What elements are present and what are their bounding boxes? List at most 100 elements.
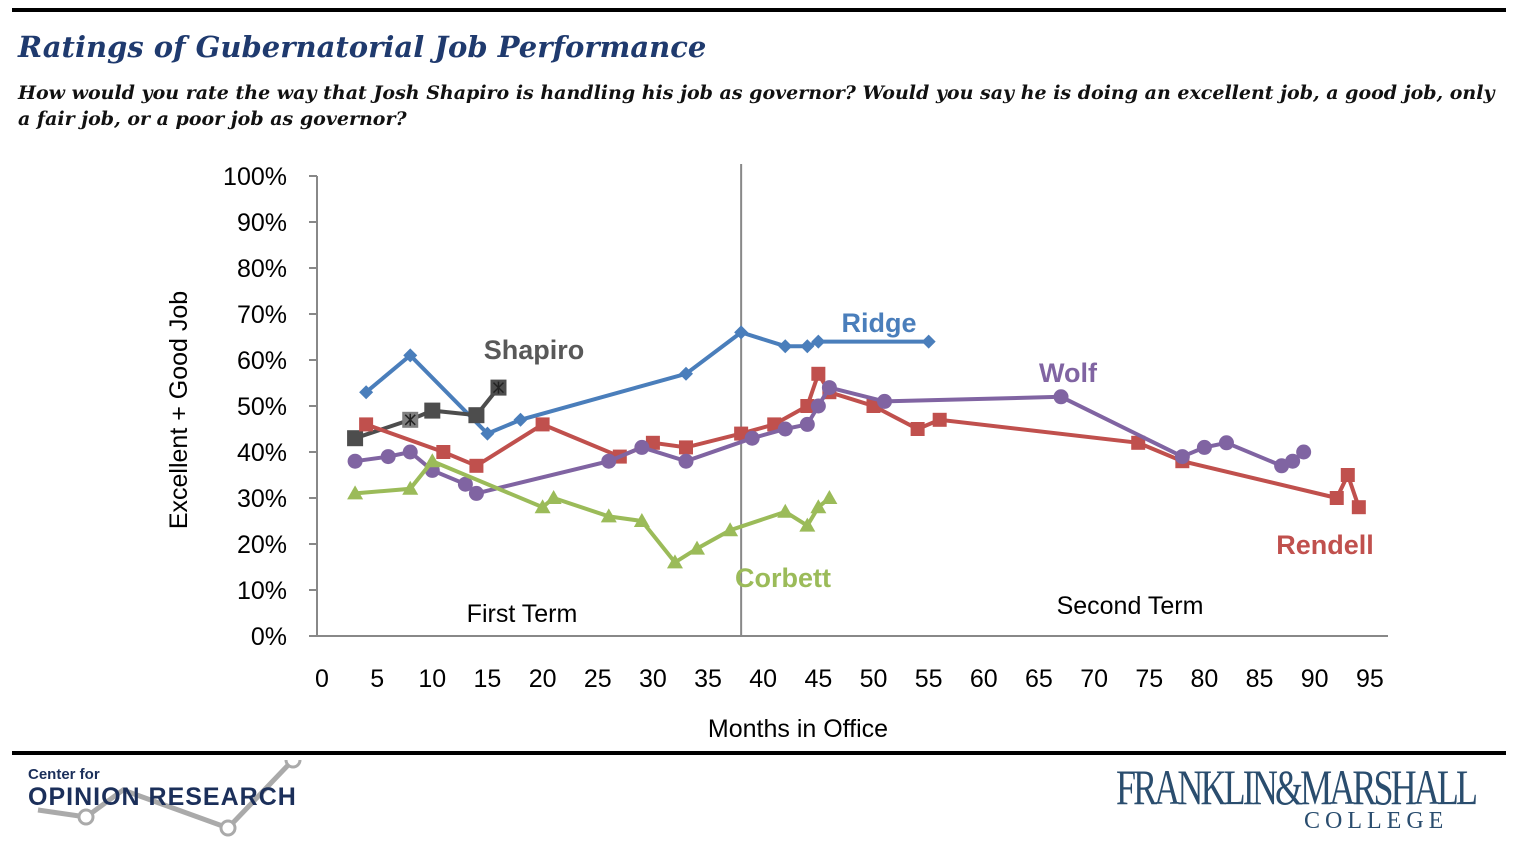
data-point bbox=[689, 540, 706, 555]
x-tick-label: 60 bbox=[970, 665, 998, 693]
x-tick-label: 15 bbox=[474, 665, 502, 693]
data-point bbox=[821, 490, 838, 504]
data-point bbox=[457, 476, 473, 492]
series-label: Corbett bbox=[735, 563, 831, 593]
data-point bbox=[469, 458, 484, 473]
x-tick-label: 90 bbox=[1301, 665, 1329, 693]
series-ridge: Ridge bbox=[359, 308, 936, 441]
x-tick-label: 65 bbox=[1025, 665, 1053, 693]
data-point bbox=[468, 407, 485, 424]
data-point bbox=[1131, 435, 1146, 450]
data-point bbox=[734, 426, 749, 441]
data-point bbox=[932, 412, 947, 427]
data-point bbox=[424, 402, 441, 419]
series-label: Shapiro bbox=[484, 335, 585, 365]
data-point bbox=[678, 440, 693, 455]
x-tick-label: 45 bbox=[804, 665, 832, 693]
data-point bbox=[778, 339, 793, 354]
x-tick-label: 80 bbox=[1190, 665, 1218, 693]
data-point bbox=[810, 499, 827, 514]
x-tick-label: 20 bbox=[529, 665, 557, 693]
series-shapiro: Shapiro bbox=[347, 335, 585, 447]
data-point bbox=[1351, 500, 1366, 515]
data-point bbox=[347, 430, 364, 447]
data-point bbox=[600, 508, 617, 523]
x-tick-label: 40 bbox=[749, 665, 777, 693]
data-point bbox=[734, 325, 749, 340]
data-point bbox=[359, 385, 374, 400]
data-point bbox=[601, 453, 617, 469]
data-point bbox=[468, 485, 484, 501]
data-point bbox=[921, 334, 936, 349]
series-label: Rendell bbox=[1276, 530, 1374, 560]
data-point bbox=[1329, 491, 1344, 505]
franklin-marshall-logo: FRANKLIN&MARSHALL COLLEGE bbox=[1116, 758, 1526, 834]
data-point bbox=[1218, 435, 1234, 451]
series-corbett: Corbett bbox=[347, 453, 838, 593]
logo-line-icon bbox=[37, 760, 302, 837]
y-tick-label: 20% bbox=[237, 531, 287, 559]
data-point bbox=[402, 480, 419, 495]
y-tick-label: 60% bbox=[237, 347, 287, 375]
logo-fm-top: FRANKLIN&MARSHALL bbox=[1116, 759, 1478, 815]
x-tick-label: 85 bbox=[1246, 665, 1274, 693]
data-point bbox=[534, 499, 551, 514]
y-tick-label: 0% bbox=[251, 623, 287, 651]
data-point bbox=[1053, 389, 1069, 405]
axes: 0% 10% 20% 30% 40% 50% 60% 70% 80% 90% 100% 0 5 10 15 2… bbox=[223, 163, 1388, 693]
data-point bbox=[1174, 449, 1190, 465]
data-point bbox=[811, 334, 826, 349]
data-point bbox=[1340, 468, 1355, 482]
data-point bbox=[810, 398, 826, 414]
series-line bbox=[354, 385, 1305, 496]
data-point bbox=[645, 435, 660, 450]
data-point-marker-x bbox=[404, 413, 416, 426]
x-tick-label: 35 bbox=[694, 665, 722, 693]
series-label: Ridge bbox=[841, 308, 916, 338]
data-point bbox=[800, 399, 815, 413]
data-point bbox=[678, 453, 694, 469]
line-chart: 0% 10% 20% 30% 40% 50% 60% 70% 80% 90% 100% 0 5 10 15 2… bbox=[165, 163, 1388, 743]
data-point bbox=[666, 554, 683, 569]
x-tick-label: 75 bbox=[1135, 665, 1163, 693]
x-tick-label: 10 bbox=[418, 665, 446, 693]
data-point bbox=[910, 422, 925, 436]
logo-small-text: Center for bbox=[28, 766, 100, 783]
series-line bbox=[364, 330, 929, 436]
data-point bbox=[722, 522, 739, 537]
data-point bbox=[1296, 444, 1312, 460]
series-group: Ridge Shapiro Rendell Wolf Corbett bbox=[347, 308, 1374, 593]
x-tick-label: 55 bbox=[915, 665, 943, 693]
data-point bbox=[767, 417, 782, 432]
data-point bbox=[811, 366, 826, 381]
data-point bbox=[799, 517, 816, 532]
y-tick-label: 40% bbox=[237, 439, 287, 467]
data-point bbox=[424, 453, 441, 468]
series-line bbox=[365, 369, 1361, 508]
series-line bbox=[354, 458, 831, 566]
y-tick-label: 50% bbox=[237, 393, 287, 421]
data-point bbox=[777, 421, 793, 437]
y-tick-label: 100% bbox=[223, 163, 287, 191]
y-tick-label: 70% bbox=[237, 301, 287, 329]
bottom-rule bbox=[12, 751, 1506, 755]
data-point bbox=[380, 449, 396, 465]
data-point bbox=[633, 513, 650, 527]
center-for-opinion-research-logo: Center for OPINION RESEARCH bbox=[28, 760, 302, 837]
x-tick-label: 50 bbox=[860, 665, 888, 693]
y-tick-label: 30% bbox=[237, 485, 287, 513]
chart-title: Ratings of Gubernatorial Job Performance bbox=[18, 30, 707, 64]
x-axis-label: Months in Office bbox=[708, 715, 888, 743]
data-point bbox=[800, 339, 815, 354]
x-tick-label: 5 bbox=[370, 665, 384, 693]
data-point bbox=[480, 426, 495, 441]
data-point bbox=[777, 503, 794, 518]
data-point-marker-x bbox=[492, 381, 505, 394]
data-point bbox=[513, 412, 528, 427]
data-point bbox=[403, 348, 418, 363]
top-rule bbox=[12, 8, 1506, 12]
y-axis-label: Excellent + Good Job bbox=[165, 291, 193, 529]
y-tick-label: 90% bbox=[237, 209, 287, 237]
data-point bbox=[678, 366, 693, 381]
data-point bbox=[436, 445, 451, 459]
